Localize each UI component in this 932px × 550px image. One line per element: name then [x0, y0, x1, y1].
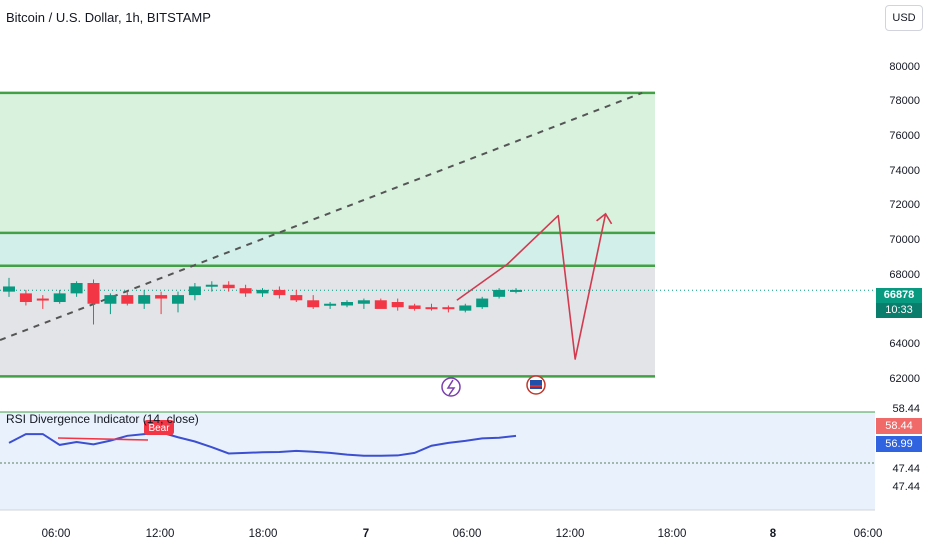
flash-event-icon[interactable] — [441, 377, 461, 397]
price-axis-label: 62000 — [889, 373, 920, 385]
time-axis-label: 18:00 — [657, 528, 687, 540]
candle-body — [408, 305, 421, 309]
candle-body — [70, 282, 83, 294]
candle-body — [87, 282, 100, 304]
candle-body — [121, 295, 134, 304]
rsi-axis-label: 47.44 — [892, 463, 920, 475]
breakout-zone — [0, 232, 655, 266]
price-axis-label: 78000 — [889, 95, 920, 107]
projection-arrowhead — [596, 212, 613, 225]
candle-body — [19, 293, 32, 303]
candle-body — [155, 295, 168, 299]
candle-body — [104, 295, 117, 304]
candle-body — [172, 295, 184, 304]
candle-body — [357, 300, 370, 304]
time-axis-label: 06:00 — [853, 528, 883, 540]
rsi-bear-badge — [144, 420, 174, 435]
rsi-axis-label: 47.44 — [892, 481, 920, 493]
target-zone — [0, 92, 655, 233]
time-axis-label: 12:00 — [145, 528, 175, 540]
price-axis-label: 70000 — [889, 234, 920, 246]
candle-body — [476, 298, 489, 308]
price-axis-label: 64000 — [889, 338, 920, 350]
candle-body — [290, 295, 303, 301]
candle-body — [324, 303, 337, 306]
candle-body — [188, 286, 201, 296]
rsi-bear-signal: Bear — [148, 423, 170, 434]
price-axis-label: 68000 — [889, 269, 920, 281]
candle-body — [36, 298, 49, 301]
price-axis-label: 74000 — [889, 165, 920, 177]
range-zone — [0, 265, 655, 377]
candle-body — [493, 289, 506, 297]
flash-glyph — [446, 379, 456, 396]
rsi-indicator-label[interactable]: RSI Divergence Indicator (14, close) — [6, 412, 199, 426]
time-axis-label: 8 — [769, 528, 777, 540]
candle-body — [341, 302, 353, 306]
projection-path — [456, 213, 607, 360]
candle-body — [256, 289, 269, 294]
time-axis-label: 12:00 — [555, 528, 585, 540]
candle-body — [442, 307, 455, 310]
candle-body — [374, 300, 387, 309]
candle-body — [3, 286, 15, 292]
candle-body — [425, 307, 438, 310]
time-axis-label: 06:00 — [452, 528, 482, 540]
rsi-axis-label: 58.44 — [892, 403, 920, 415]
candle-body — [53, 293, 66, 303]
chart-title: Bitcoin / U.S. Dollar, 1h, BITSTAMP — [6, 10, 211, 25]
rsi-divergence-line — [57, 437, 149, 441]
current-price-tag: 66878 — [876, 288, 922, 303]
rsi-upper-tag: 58.44 — [876, 418, 922, 434]
rsi-value-tag: 56.99 — [876, 436, 922, 452]
candle-body — [510, 289, 522, 292]
rsi-line — [8, 431, 517, 457]
price-axis-label: 72000 — [889, 199, 920, 211]
price-axis-label: 76000 — [889, 130, 920, 142]
time-axis-label: 7 — [362, 528, 370, 540]
candle-body — [391, 302, 404, 308]
candle-body — [222, 284, 235, 289]
candle-countdown-tag: 10:33 — [876, 303, 922, 318]
candle-body — [307, 300, 320, 308]
time-axis-label: 06:00 — [41, 528, 71, 540]
time-axis-label: 18:00 — [248, 528, 278, 540]
flag-canton — [530, 380, 542, 389]
candle-body — [138, 295, 151, 304]
candle-body — [459, 305, 472, 311]
price-axis-label: 80000 — [889, 61, 920, 73]
rsi-pane-background — [0, 412, 875, 510]
candle-body — [205, 284, 218, 287]
candle-body — [239, 288, 252, 294]
currency-button[interactable]: USD — [885, 5, 923, 31]
candle-body — [273, 289, 286, 296]
